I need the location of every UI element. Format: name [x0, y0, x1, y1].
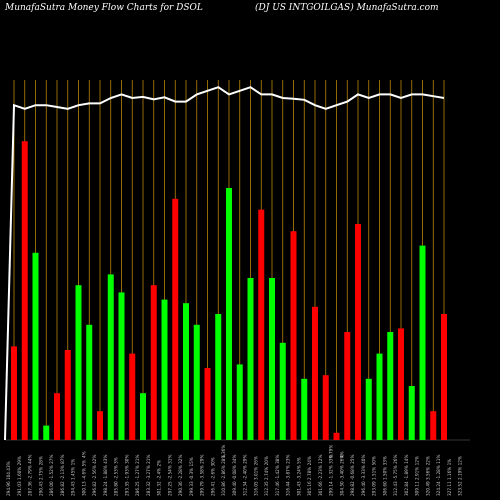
- bar: [419, 245, 426, 440]
- bar: [43, 425, 50, 440]
- x-tick-label: 293.35 -1.93% 30%: [124, 455, 129, 496]
- x-tick-label: 286.25 -1.27% 21%: [135, 455, 140, 496]
- bar: [408, 386, 415, 440]
- x-tick-label: 309.40 -0.08% 34%: [232, 455, 237, 496]
- x-tick-label: 287.36 -2.79% 44%: [28, 455, 33, 496]
- bar: [430, 411, 437, 440]
- bar: [11, 346, 17, 440]
- bar: [365, 378, 372, 440]
- bar: [86, 324, 93, 440]
- bar: [247, 278, 254, 440]
- x-tick-label: 301.43 -3.24% 5%: [296, 457, 301, 496]
- category-note: 0.79%: [329, 445, 334, 458]
- x-tick-label: 312.35 2.74% 20%: [264, 456, 269, 496]
- bar: [150, 285, 157, 440]
- x-tick-label: 290.36 -2.28% 32%: [178, 455, 183, 496]
- x-tick-label: 316.05 3.01% 26%: [253, 456, 258, 496]
- x-tick-label: 310.86 -2.86% 28%: [221, 455, 226, 496]
- x-tick-label: 302.84 -1.89% 14%: [404, 455, 409, 496]
- x-tick-label: 312.43 -5.75% 26%: [393, 455, 398, 496]
- x-tick-label: 296.41 -2.6% 30%: [210, 457, 215, 496]
- x-tick-label: 291.03 1.60% 29%: [17, 456, 22, 496]
- bar: [344, 332, 351, 440]
- category-note: 4%: [339, 451, 344, 458]
- x-tick-label: 296.40 -3.33% 40%: [361, 455, 366, 496]
- x-tick-label: 283.32 -3.27% 21%: [146, 455, 151, 496]
- bar: [322, 375, 329, 440]
- category-note: 1,36%: [221, 445, 226, 458]
- x-tick-label: 317.46 -1.42% 38%: [275, 455, 280, 496]
- chart-header: MunafaSutra Money Flow Charts for DSOL (…: [0, 0, 500, 20]
- bar: [32, 252, 39, 440]
- category-note: 4%: [81, 451, 86, 458]
- x-tick-label: 316.44 -3.87% 23%: [286, 455, 291, 496]
- x-tick-label: 309.11 2.91% 12%: [415, 456, 420, 496]
- bar: [107, 274, 114, 440]
- x-tick-label: 300.13 -4.6% 5%: [81, 460, 86, 496]
- bar: [21, 141, 28, 440]
- x-tick-label: 296.82 -2.56% 42%: [92, 455, 97, 496]
- x-tick-label: 304.50 -3.40% 26%: [339, 455, 344, 496]
- bar: [279, 342, 286, 440]
- bar: [161, 299, 168, 440]
- bar: [258, 209, 265, 440]
- x-tick-label: 299.14 -1.32% 33%: [329, 455, 334, 496]
- bar: [290, 231, 297, 440]
- x-tick-label: 298.24 -1.88% 43%: [103, 455, 108, 496]
- x-tick-label: 294.43 1.45% 1%: [71, 459, 76, 496]
- x-tick-label: 286.82 -2.13% 87%: [60, 455, 65, 496]
- bar: [312, 306, 318, 440]
- chart-title: MunafaSutra Money Flow Charts for DSOL: [5, 3, 203, 13]
- x-tick-label: 299.79 -3.58% 29%: [200, 455, 205, 496]
- x-tick-label: 323.52 2.19% 12%: [458, 456, 463, 496]
- x-tick-label: 286.00 -1.52% 27%: [49, 455, 54, 496]
- x-tick-label: 290.43 2.75% 28%: [38, 456, 43, 496]
- bar: [226, 188, 232, 440]
- bar: [193, 324, 200, 440]
- bar: [75, 285, 82, 440]
- x-tick-label: 294.96 104.43%: [6, 461, 11, 496]
- x-tick-label: 324.24 -1.28% 11%: [436, 455, 441, 496]
- bar: [183, 303, 189, 440]
- x-tick-label: 320.49 3.56% 22%: [425, 456, 430, 496]
- x-tick-label: 301.32 -2.4% 2%: [157, 460, 162, 496]
- bar: [355, 224, 361, 440]
- bar: [118, 292, 125, 440]
- x-tick-label: 327.11 1.16% 1%: [447, 459, 452, 496]
- bar: [301, 378, 308, 440]
- bar: [398, 328, 404, 440]
- bar: [140, 393, 146, 440]
- bar: [387, 332, 394, 440]
- bar: [333, 432, 340, 440]
- price-line: [4, 86, 445, 441]
- x-tick-label: 299.33 -0.3% 15%: [189, 457, 194, 496]
- bar: [376, 353, 383, 440]
- bar: [441, 314, 447, 440]
- x-tick-label: 285.80 -2.53% 3%: [114, 457, 119, 496]
- bar: [97, 411, 103, 440]
- bar: [215, 314, 222, 440]
- chart-subtitle: (DJ US INTGOILGAS) MunafaSutra.com: [255, 3, 439, 13]
- x-tick-label: 305.16 2.78% 24%: [307, 456, 312, 496]
- bar: [54, 393, 60, 440]
- x-tick-label: 293.09 1.51% 50%: [372, 456, 377, 496]
- x-tick-label: 312.34 -2.40% 29%: [243, 455, 248, 496]
- x-tick-label: 297.25 -2.54% 31%: [167, 455, 172, 496]
- bar: [204, 368, 211, 440]
- bar: [129, 353, 136, 440]
- bar: [269, 278, 275, 440]
- x-tick-label: 306.60 1.50% 33%: [382, 456, 387, 496]
- x-tick-label: 298.82 -0.68% 25%: [350, 455, 355, 496]
- bar: [64, 350, 71, 440]
- bar: [172, 198, 179, 440]
- bar: [236, 364, 243, 440]
- x-tick-label: 301.66 -2.23% 12%: [318, 455, 323, 496]
